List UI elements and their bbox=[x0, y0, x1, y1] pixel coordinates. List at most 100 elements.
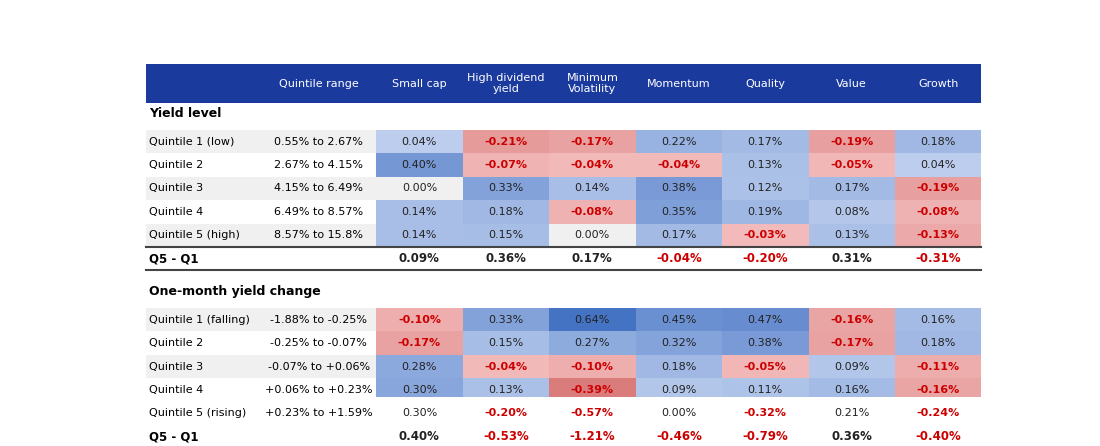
Text: 0.18%: 0.18% bbox=[921, 137, 956, 147]
Bar bbox=[549, 200, 636, 223]
Text: 0.35%: 0.35% bbox=[661, 207, 696, 217]
Text: 0.00%: 0.00% bbox=[402, 183, 437, 194]
Bar bbox=[895, 200, 981, 223]
Bar bbox=[722, 378, 808, 401]
Text: 0.33%: 0.33% bbox=[488, 315, 524, 325]
Text: -0.24%: -0.24% bbox=[916, 408, 960, 418]
Text: 0.32%: 0.32% bbox=[661, 338, 696, 348]
Bar bbox=[463, 378, 549, 401]
Bar bbox=[146, 378, 981, 401]
Text: 0.09%: 0.09% bbox=[834, 362, 869, 372]
Text: Quintile 4: Quintile 4 bbox=[150, 385, 204, 395]
Bar bbox=[463, 200, 549, 223]
Text: -0.16%: -0.16% bbox=[830, 315, 873, 325]
Text: 0.13%: 0.13% bbox=[834, 230, 869, 240]
Text: -0.04%: -0.04% bbox=[656, 252, 702, 265]
Text: Growth: Growth bbox=[918, 78, 958, 89]
Bar bbox=[808, 223, 895, 247]
Text: -0.46%: -0.46% bbox=[656, 430, 702, 443]
Bar bbox=[895, 223, 981, 247]
Text: 0.19%: 0.19% bbox=[748, 207, 783, 217]
Text: -0.13%: -0.13% bbox=[916, 230, 959, 240]
Bar bbox=[722, 331, 808, 355]
Text: +0.06% to +0.23%: +0.06% to +0.23% bbox=[265, 385, 373, 395]
Text: Q5 - Q1: Q5 - Q1 bbox=[150, 430, 199, 443]
Bar bbox=[636, 378, 722, 401]
Text: 6.49% to 8.57%: 6.49% to 8.57% bbox=[274, 207, 363, 217]
Text: -1.88% to -0.25%: -1.88% to -0.25% bbox=[271, 315, 367, 325]
Text: 0.30%: 0.30% bbox=[402, 408, 437, 418]
Text: 0.45%: 0.45% bbox=[661, 315, 696, 325]
Text: 0.38%: 0.38% bbox=[661, 183, 696, 194]
Bar bbox=[895, 177, 981, 200]
Text: -0.08%: -0.08% bbox=[916, 207, 959, 217]
Text: -0.11%: -0.11% bbox=[916, 362, 960, 372]
Bar bbox=[146, 223, 981, 247]
Text: -0.19%: -0.19% bbox=[830, 137, 873, 147]
Text: -1.21%: -1.21% bbox=[570, 430, 615, 443]
Text: -0.40%: -0.40% bbox=[915, 430, 961, 443]
Text: 0.40%: 0.40% bbox=[399, 430, 440, 443]
Text: 0.31%: 0.31% bbox=[832, 252, 872, 265]
Bar bbox=[722, 308, 808, 331]
Bar bbox=[722, 130, 808, 153]
Bar bbox=[146, 64, 981, 103]
Bar bbox=[376, 331, 463, 355]
Text: 0.64%: 0.64% bbox=[574, 315, 611, 325]
Bar bbox=[376, 130, 463, 153]
Text: 0.08%: 0.08% bbox=[834, 207, 869, 217]
Text: -0.17%: -0.17% bbox=[398, 338, 441, 348]
Text: High dividend
yield: High dividend yield bbox=[468, 73, 544, 94]
Text: 0.17%: 0.17% bbox=[572, 252, 613, 265]
Bar bbox=[895, 355, 981, 378]
Text: -0.19%: -0.19% bbox=[916, 183, 960, 194]
Bar bbox=[463, 223, 549, 247]
Text: Quintile 2: Quintile 2 bbox=[150, 160, 204, 170]
Bar bbox=[549, 130, 636, 153]
Bar bbox=[636, 308, 722, 331]
Text: -0.04%: -0.04% bbox=[571, 160, 614, 170]
Text: -0.03%: -0.03% bbox=[744, 230, 786, 240]
Text: 0.09%: 0.09% bbox=[661, 385, 696, 395]
Text: 0.13%: 0.13% bbox=[488, 385, 524, 395]
Bar bbox=[636, 331, 722, 355]
Bar bbox=[808, 130, 895, 153]
Bar bbox=[808, 153, 895, 177]
Text: Minimum
Volatility: Minimum Volatility bbox=[566, 73, 618, 94]
Text: 0.47%: 0.47% bbox=[748, 315, 783, 325]
Bar bbox=[549, 355, 636, 378]
Text: -0.07% to +0.06%: -0.07% to +0.06% bbox=[267, 362, 370, 372]
Bar bbox=[376, 378, 463, 401]
Text: Q5 - Q1: Q5 - Q1 bbox=[150, 252, 199, 265]
Bar bbox=[636, 355, 722, 378]
Bar bbox=[146, 308, 981, 331]
Text: -0.21%: -0.21% bbox=[484, 137, 528, 147]
Text: -0.17%: -0.17% bbox=[571, 137, 614, 147]
Text: 0.40%: 0.40% bbox=[402, 160, 437, 170]
Text: -0.39%: -0.39% bbox=[571, 385, 614, 395]
Bar bbox=[146, 355, 981, 378]
Bar bbox=[549, 401, 636, 425]
Text: 0.17%: 0.17% bbox=[748, 137, 783, 147]
Bar bbox=[549, 331, 636, 355]
Text: -0.05%: -0.05% bbox=[830, 160, 873, 170]
Text: Quintile 1 (low): Quintile 1 (low) bbox=[150, 137, 234, 147]
Text: Quintile 2: Quintile 2 bbox=[150, 338, 204, 348]
Text: -0.08%: -0.08% bbox=[571, 207, 614, 217]
Text: Quintile 3: Quintile 3 bbox=[150, 183, 204, 194]
Text: Momentum: Momentum bbox=[647, 78, 711, 89]
Bar bbox=[549, 153, 636, 177]
Bar bbox=[808, 200, 895, 223]
Bar bbox=[722, 177, 808, 200]
Bar bbox=[146, 177, 981, 200]
Bar bbox=[722, 200, 808, 223]
Text: 0.38%: 0.38% bbox=[748, 338, 783, 348]
Text: 0.13%: 0.13% bbox=[748, 160, 783, 170]
Text: Quintile range: Quintile range bbox=[278, 78, 359, 89]
Text: 0.12%: 0.12% bbox=[748, 183, 783, 194]
Text: 0.09%: 0.09% bbox=[399, 252, 440, 265]
Bar bbox=[376, 223, 463, 247]
Text: 0.55% to 2.67%: 0.55% to 2.67% bbox=[274, 137, 363, 147]
Text: 4.15% to 6.49%: 4.15% to 6.49% bbox=[274, 183, 363, 194]
Text: One-month yield change: One-month yield change bbox=[150, 285, 321, 298]
